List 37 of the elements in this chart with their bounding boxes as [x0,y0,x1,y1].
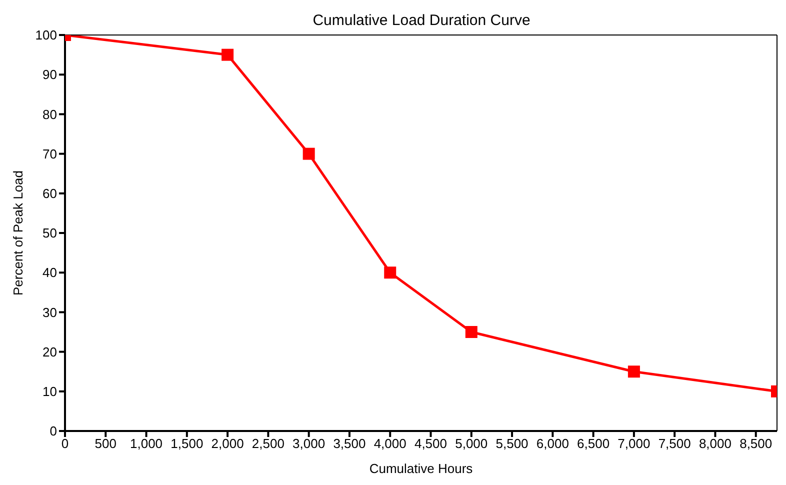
x-tick-label: 8,500 [740,436,772,452]
x-tick-label: 1,500 [170,436,204,452]
point [384,266,396,279]
x-tick-label: 2,000 [211,436,244,452]
x-tick-label: 8,000 [698,436,732,452]
x-tick-label: 3,000 [292,436,326,452]
point [465,326,478,338]
y-tick-label: 40 [42,265,57,280]
x-tick-label: 4,000 [374,436,406,452]
y-tick-label: 90 [42,67,57,82]
x-tick-label: 7,500 [658,436,691,452]
x-tick-label: 5,000 [455,436,488,452]
y-tick-label: 50 [42,226,57,241]
x-axis-title: Cumulative Hours [369,461,474,476]
y-tick-label: 80 [42,106,57,122]
point [628,366,640,378]
y-axis-title: Percent of Peak Load [10,170,26,296]
chart-title: Cumulative Load Duration Curve [312,12,532,29]
point [222,48,234,61]
y-tick-label: 20 [42,344,57,360]
y-tick-label: 30 [42,304,57,320]
x-tick-label: 6,000 [536,436,569,452]
x-tick-label: 2,500 [252,436,284,452]
x-tick-label: 0 [61,436,69,452]
x-tick-label: 1,000 [130,436,163,452]
x-tick-label: 6,500 [577,436,610,452]
x-tick-label: 3,500 [333,436,366,452]
x-tick-label: 7,000 [618,436,650,452]
point [302,148,315,160]
y-tick-label: 0 [50,424,57,439]
x-tick-label: 5,500 [496,436,528,452]
y-tick-label: 10 [42,384,57,400]
x-tick-label: 500 [94,436,116,452]
y-tick-label: 70 [42,146,57,162]
y-tick-label: 60 [42,186,57,202]
x-tick-label: 4,500 [414,436,448,452]
y-tick-label: 100 [35,28,57,43]
